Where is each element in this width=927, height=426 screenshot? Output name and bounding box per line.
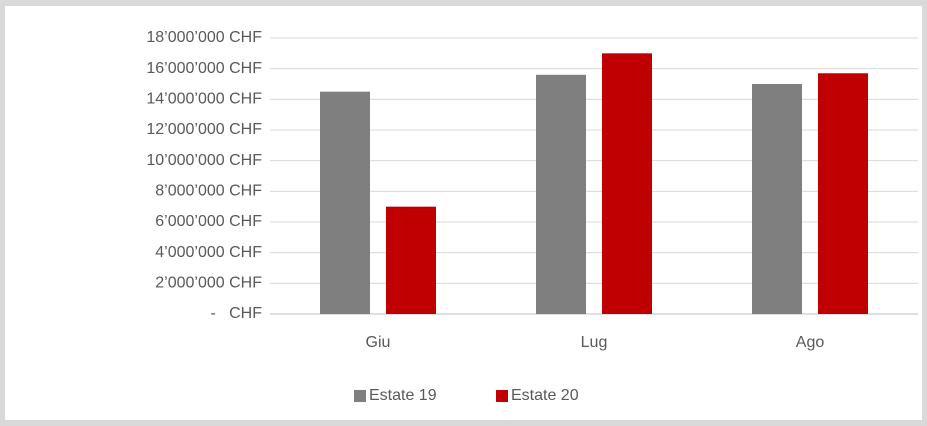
y-tick-label: 10’000’000 CHF: [146, 152, 262, 169]
y-tick-label: 12’000’000 CHF: [146, 121, 262, 138]
x-tick-label: Lug: [581, 334, 608, 351]
y-tick-label: 8’000’000 CHF: [155, 183, 262, 200]
bar: [602, 53, 652, 314]
y-tick-label: 16’000’000 CHF: [146, 60, 262, 77]
bar: [752, 84, 802, 314]
y-tick-label: 2’000’000 CHF: [155, 275, 262, 292]
y-tick-label: 6’000’000 CHF: [155, 213, 262, 230]
bar: [818, 73, 868, 315]
bar: [320, 91, 370, 315]
legend-label: Estate 19: [369, 387, 437, 404]
bar: [386, 206, 436, 314]
legend-swatch: [354, 390, 366, 402]
y-tick-label: 4’000’000 CHF: [155, 244, 262, 261]
legend-label: Estate 20: [511, 387, 579, 404]
y-tick-label: - CHF: [210, 305, 262, 322]
y-tick-label: 14’000’000 CHF: [146, 91, 262, 108]
x-tick-label: Giu: [366, 334, 391, 351]
x-tick-label: Ago: [796, 334, 825, 351]
bar: [536, 74, 586, 314]
y-tick-label: 18’000’000 CHF: [146, 29, 262, 46]
legend-swatch: [496, 390, 508, 402]
